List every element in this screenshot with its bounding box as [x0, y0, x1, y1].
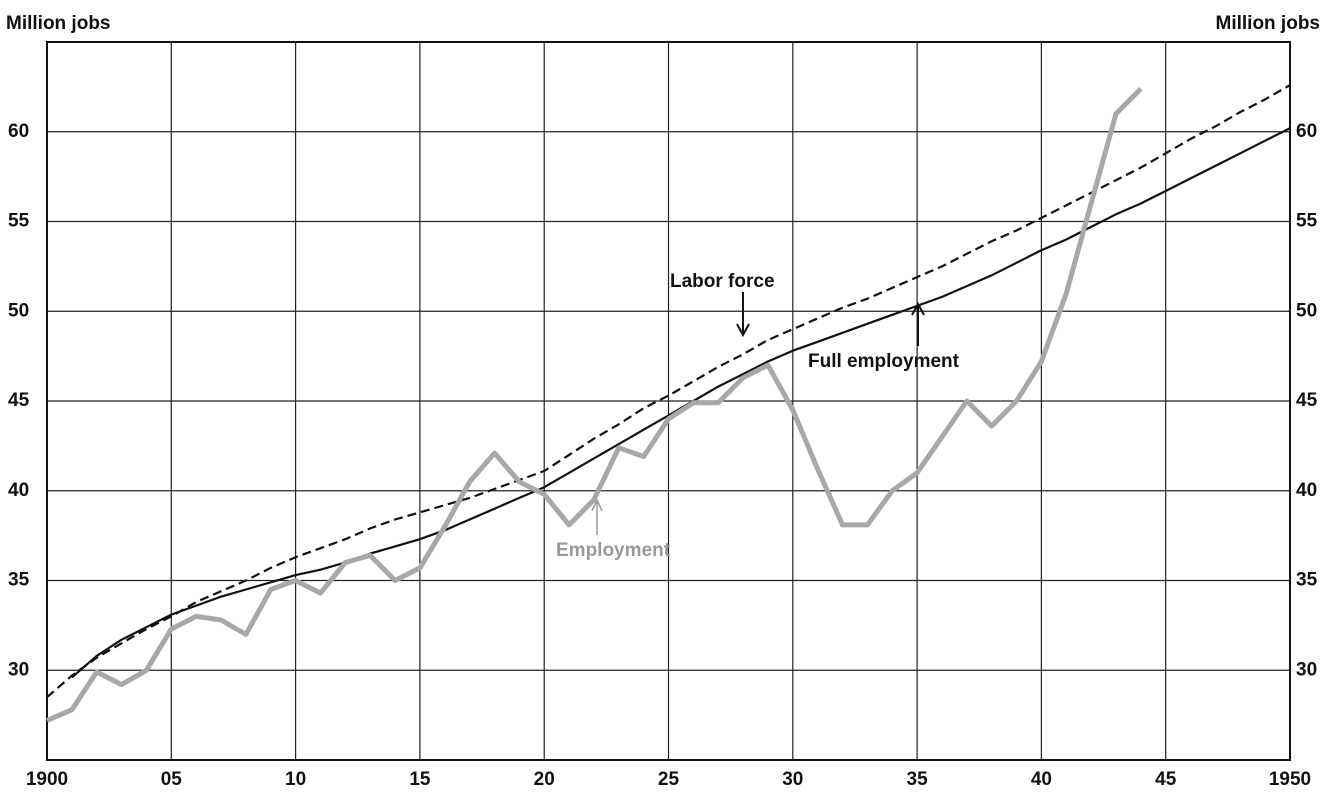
y-tick-label: 45 — [8, 390, 30, 411]
y-tick-label-right: 40 — [1296, 480, 1317, 501]
y-tick-label-right: 45 — [1296, 390, 1318, 411]
x-tick-label: 25 — [658, 769, 680, 790]
series-line — [46, 86, 1143, 723]
series-line — [46, 84, 1291, 699]
x-tick-label: 1950 — [1269, 769, 1311, 790]
x-tick-label: 40 — [1031, 769, 1052, 790]
y-axis-label-right: Million jobs — [1216, 13, 1321, 34]
y-tick-label: 55 — [8, 211, 30, 232]
y-tick-label-right: 35 — [1296, 570, 1318, 591]
annotation-arrow — [591, 498, 603, 535]
x-tick-label: 05 — [161, 769, 183, 790]
series-line — [71, 127, 1291, 679]
y-tick-label-right: 50 — [1296, 300, 1317, 321]
y-tick-label: 50 — [8, 300, 29, 321]
annotation-arrow — [736, 292, 750, 338]
x-tick-label: 1900 — [26, 769, 68, 790]
y-tick-label: 40 — [8, 480, 29, 501]
y-tick-label: 30 — [8, 659, 29, 680]
x-tick-label: 30 — [782, 769, 803, 790]
y-tick-label-right: 55 — [1296, 211, 1318, 232]
y-tick-label: 60 — [8, 121, 29, 142]
y-tick-label: 35 — [8, 570, 30, 591]
x-tick-label: 20 — [534, 769, 555, 790]
x-tick-label: 15 — [409, 769, 431, 790]
y-tick-label-right: 60 — [1296, 121, 1317, 142]
annotation-arrow — [911, 301, 925, 346]
plot-frame — [46, 41, 1291, 761]
annotation: Full employment — [808, 351, 960, 372]
annotation: Labor force — [670, 271, 775, 292]
plot-area: 30 30 35 35 40 40 45 45 50 50 55 55 60 60 1900 05 10 15 20… — [8, 41, 1318, 790]
y-tick-label-right: 30 — [1296, 659, 1317, 680]
x-tick-label: 35 — [907, 769, 929, 790]
x-tick-label: 10 — [285, 769, 306, 790]
y-axis-label: Million jobs — [6, 13, 111, 34]
x-tick-label: 45 — [1155, 769, 1177, 790]
annotation: Employment — [556, 540, 671, 561]
